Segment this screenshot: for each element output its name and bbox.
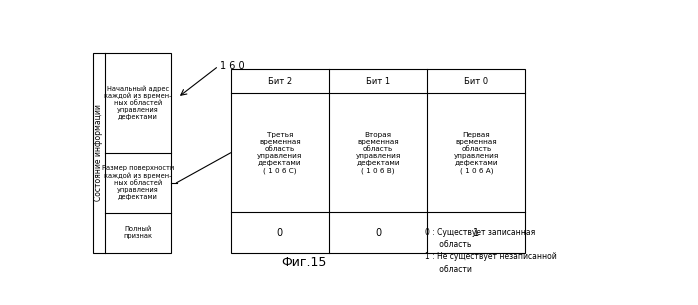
- Text: Третья
временная
область
управления
дефектами
( 1 0 6 С): Третья временная область управления дефе…: [257, 132, 302, 174]
- Text: Начальный адрес
каждой из времен-
ных областей
управления
дефектами: Начальный адрес каждой из времен- ных об…: [104, 85, 172, 120]
- Text: Состояние информации: Состояние информации: [94, 104, 103, 201]
- Bar: [93, 53, 171, 253]
- Text: Бит 2: Бит 2: [267, 77, 292, 86]
- Text: 1 6 0: 1 6 0: [220, 61, 244, 71]
- Text: Первая
временная
область
управления
дефектами
( 1 0 6 А): Первая временная область управления дефе…: [454, 132, 499, 174]
- Text: область: область: [425, 240, 472, 249]
- Text: 0: 0: [276, 228, 283, 238]
- Text: Вторая
временная
область
управления
дефектами
( 1 0 6 В): Вторая временная область управления дефе…: [355, 132, 401, 174]
- Text: 1: 1: [473, 228, 480, 238]
- Text: области: области: [425, 265, 473, 274]
- Text: 1 : Не существует незаписанной: 1 : Не существует незаписанной: [425, 253, 557, 261]
- Text: Размер поверхности
каждой из времен-
ных областей
управления
дефектами: Размер поверхности каждой из времен- ных…: [102, 166, 174, 200]
- Text: Полный
признак: Полный признак: [124, 226, 152, 239]
- Bar: [230, 70, 526, 253]
- Text: 0 : Существует записанная: 0 : Существует записанная: [425, 228, 535, 237]
- Text: Фиг.15: Фиг.15: [281, 256, 327, 269]
- Text: 0: 0: [375, 228, 381, 238]
- Text: Бит 0: Бит 0: [464, 77, 489, 86]
- Text: Бит 1: Бит 1: [366, 77, 390, 86]
